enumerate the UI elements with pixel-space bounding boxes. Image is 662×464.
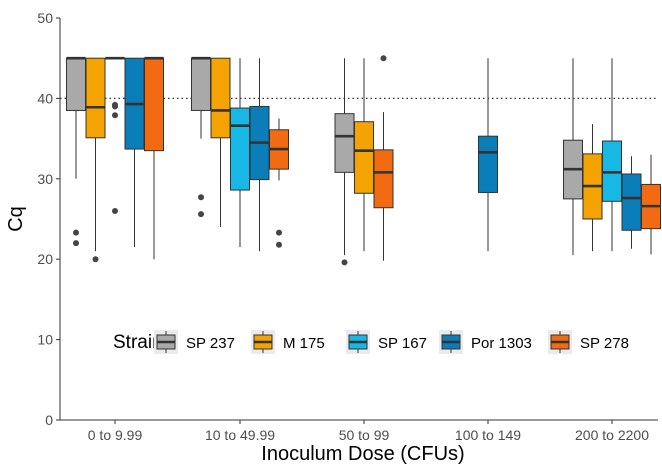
box-body [66, 57, 86, 111]
outlier-point [198, 194, 204, 201]
outlier-point [276, 241, 282, 248]
box-body [373, 149, 394, 209]
x-tick-label: 50 to 99 [339, 427, 390, 443]
y-tick-label: 50 [37, 10, 53, 26]
outlier-point [92, 256, 99, 263]
outlier-point [73, 229, 79, 236]
box-body [334, 113, 355, 173]
y-tick-label: 30 [37, 171, 53, 187]
outlier-point [112, 207, 118, 214]
y-tick-label: 40 [37, 90, 53, 106]
box-body [191, 57, 211, 111]
outlier-point [341, 259, 348, 266]
outlier-point [276, 229, 282, 236]
legend-label: Por 1303 [471, 335, 532, 352]
y-tick-label: 0 [45, 412, 53, 428]
box-body [210, 57, 231, 139]
outlier-point [73, 240, 79, 247]
outlier-point [380, 55, 387, 62]
box-body [621, 173, 642, 231]
y-tick-label: 10 [37, 332, 53, 348]
legend: Strain SP 237 M 175 SP 167 Por 1303 SP 278 [113, 330, 629, 354]
y-tick-label: 20 [37, 251, 53, 267]
box-body [230, 107, 250, 191]
legend-label: M 175 [283, 335, 325, 352]
y-axis-title: Cq [5, 206, 27, 232]
legend-label: SP 278 [580, 335, 629, 352]
box-body [85, 57, 106, 139]
legend-title: Strain [113, 332, 163, 353]
x-tick-label: 200 to 2200 [575, 427, 649, 443]
legend-label: SP 167 [378, 335, 427, 352]
box-body [144, 57, 164, 152]
box-body [354, 121, 374, 194]
outlier-point [112, 103, 118, 110]
x-tick-label: 0 to 9.99 [88, 427, 143, 443]
x-tick-label: 100 to 149 [455, 427, 521, 443]
x-tick-label: 10 to 49.99 [205, 427, 275, 443]
outlier-point [112, 112, 118, 119]
outlier-point [198, 211, 204, 218]
x-axis-title: Inoculum Dose (CFUs) [261, 443, 464, 464]
box-body [478, 135, 498, 193]
legend-label: SP 237 [186, 335, 235, 352]
plot-area: 0 10 20 30 40 50 0 to 9.99 10 to 49.99 50 to 99 1… [37, 10, 661, 443]
